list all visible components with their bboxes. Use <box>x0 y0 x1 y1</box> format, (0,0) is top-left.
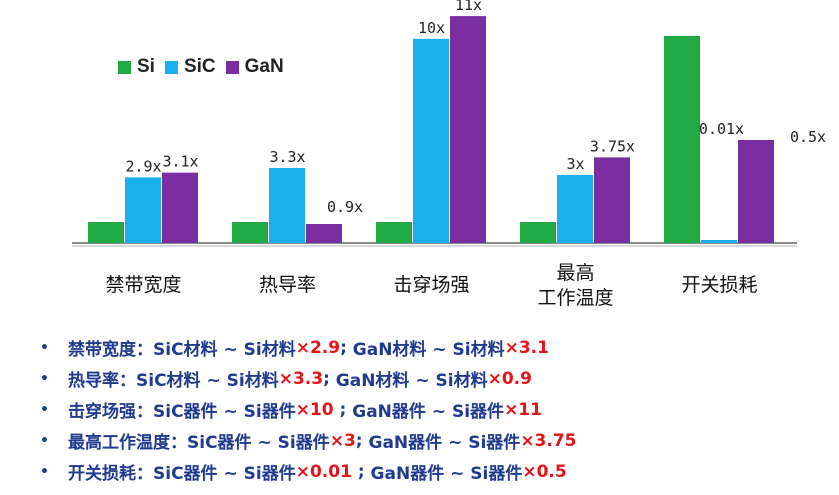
bullet-icon: • <box>40 401 49 418</box>
legend-label-gan: GaN <box>244 56 284 77</box>
note-bandgap: • 禁带宽度： SiC材料 ~ Si材料 ×2.9 ; GaN材料 ~ Si材料… <box>40 332 577 363</box>
legend-label-si: Si <box>137 56 155 77</box>
note-sic-value: ×3 <box>329 430 356 451</box>
note-sic-value: ×3.3 <box>278 368 324 389</box>
note-category: 最高工作温度： <box>68 433 187 453</box>
bullet-icon: • <box>40 432 49 449</box>
note-gan-value: ×3.1 <box>504 337 549 358</box>
note-max-temperature: • 最高工作温度： SiC器件 ~ Si器件 ×3 ; GaN器件 ~ Si器件… <box>40 425 577 456</box>
comparison-notes-list: • 禁带宽度： SiC材料 ~ Si材料 ×2.9 ; GaN材料 ~ Si材料… <box>40 332 577 487</box>
bar-sic-4 <box>701 240 737 243</box>
legend-swatch-gan <box>225 60 239 74</box>
data-label-sic-2: 10x <box>418 19 445 37</box>
data-label-gan-0: 3.1x <box>162 153 198 171</box>
category-label-1: 热导率 <box>259 274 316 296</box>
bar-si-4 <box>664 36 700 243</box>
bar-si-1 <box>232 222 268 243</box>
bar-gan-3 <box>594 157 630 243</box>
note-separator: ; <box>323 368 336 389</box>
legend-item-si: Si <box>118 56 155 78</box>
legend-item-gan: GaN <box>225 56 284 78</box>
note-category: 禁带宽度： <box>68 340 153 360</box>
legend-swatch-sic <box>164 60 178 74</box>
bar-sic-2 <box>413 38 449 243</box>
note-sic-text: SiC材料 ~ Si材料 <box>136 371 279 391</box>
bullet-icon: • <box>40 463 49 480</box>
data-label-gan-4: 0.5x <box>790 128 826 146</box>
bullet-icon: • <box>40 370 49 387</box>
note-category: 击穿场强： <box>68 402 153 422</box>
data-label-gan-3: 3.75x <box>590 137 635 155</box>
note-gan-text: GaN器件 ~ Si器件 <box>352 402 505 422</box>
note-gan-text: GaN材料 ~ Si材料 <box>335 371 488 391</box>
bar-gan-4 <box>738 140 774 243</box>
note-sic-text: SiC材料 ~ Si材料 <box>153 340 296 360</box>
category-label-4: 开关损耗 <box>681 274 757 296</box>
bar-gan-0 <box>162 172 198 243</box>
note-separator: ; <box>351 461 371 482</box>
note-gan-value: ×11 <box>504 399 542 420</box>
note-gan-text: GaN器件 ~ Si器件 <box>370 464 523 484</box>
chart-legend: Si SiC GaN <box>118 56 294 78</box>
note-sic-value: ×2.9 <box>295 337 341 358</box>
note-breakdown-field: • 击穿场强： SiC器件 ~ Si器件 ×10 ; GaN器件 ~ Si器件 … <box>40 394 577 425</box>
bar-si-3 <box>520 222 556 243</box>
data-label-sic-3: 3x <box>566 155 584 173</box>
note-category: 开关损耗： <box>68 464 153 484</box>
note-separator: ; <box>333 399 353 420</box>
note-gan-text: GaN材料 ~ Si材料 <box>352 340 505 360</box>
category-label-3-0: 最高 <box>556 262 594 284</box>
note-sic-text: SiC器件 ~ Si器件 <box>153 402 296 422</box>
data-label-gan-1: 0.9x <box>327 198 363 216</box>
bar-sic-0 <box>125 177 161 243</box>
category-label-0: 禁带宽度 <box>105 274 181 296</box>
bar-gan-2 <box>450 16 486 243</box>
legend-item-sic: SiC <box>164 56 216 78</box>
bar-si-2 <box>376 222 412 243</box>
note-switching-loss: • 开关损耗： SiC器件 ~ Si器件 ×0.01 ; GaN器件 ~ Si器… <box>40 456 577 487</box>
data-label-sic-0: 2.9x <box>125 157 161 175</box>
bar-sic-1 <box>269 167 305 243</box>
note-separator: ; <box>340 337 353 358</box>
data-label-sic-4: 0.01x <box>699 120 744 138</box>
note-gan-value: ×0.9 <box>487 368 532 389</box>
comparison-bar-chart: 2.9x 3.1x 禁带宽度 3.3x 0.9x 热导率 10x 11x 击穿场强 3x 3.75x… <box>72 0 826 309</box>
note-gan-value: ×3.75 <box>520 430 577 451</box>
note-gan-text: GaN器件 ~ Si器件 <box>368 433 521 453</box>
note-separator: ; <box>355 430 369 451</box>
bar-si-0 <box>88 222 124 243</box>
category-label-3-1: 工作温度 <box>537 287 613 309</box>
note-sic-value: ×10 <box>295 399 334 420</box>
note-sic-value: ×0.01 <box>295 461 352 482</box>
note-thermal-conductivity: • 热导率： SiC材料 ~ Si材料 ×3.3 ; GaN材料 ~ Si材料 … <box>40 363 577 394</box>
note-sic-text: SiC器件 ~ Si器件 <box>153 464 296 484</box>
bullet-icon: • <box>40 339 49 356</box>
bar-sic-3 <box>557 175 593 243</box>
bar-gan-1 <box>306 224 342 243</box>
legend-swatch-si <box>118 60 131 74</box>
legend-label-sic: SiC <box>183 56 216 77</box>
note-gan-value: ×0.5 <box>522 461 567 482</box>
category-label-2: 击穿场强 <box>393 274 469 296</box>
note-category: 热导率： <box>68 371 136 391</box>
data-label-gan-2: 11x <box>455 0 482 14</box>
data-label-sic-1: 3.3x <box>269 148 305 166</box>
note-sic-text: SiC器件 ~ Si器件 <box>187 433 330 453</box>
